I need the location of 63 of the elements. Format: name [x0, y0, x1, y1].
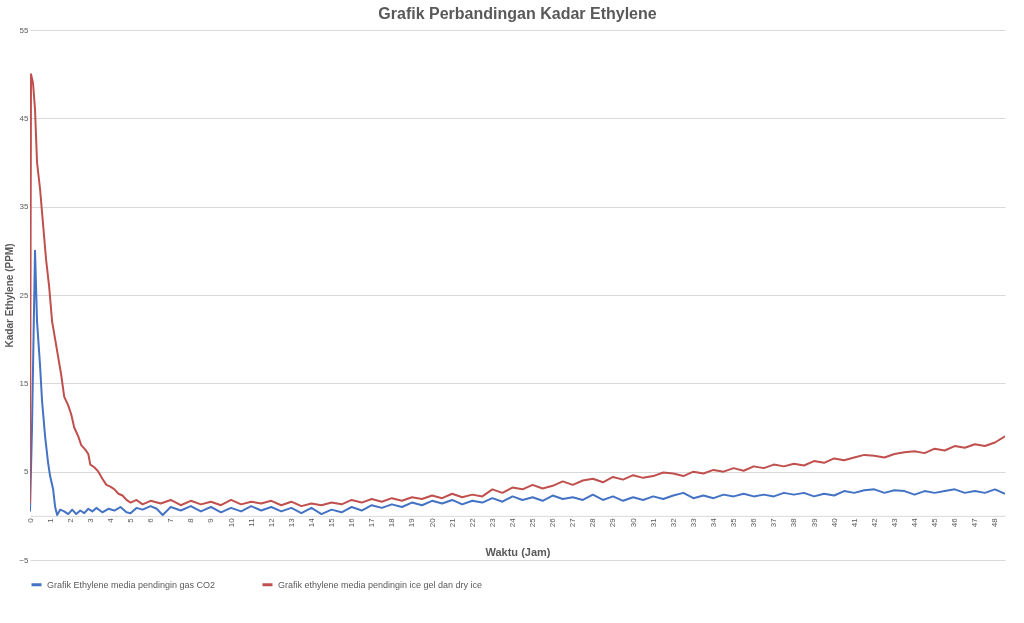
x-tick-label: 0 [25, 517, 35, 523]
line-series [30, 249, 1005, 516]
x-tick-label: 22 [467, 517, 477, 528]
x-tick-label: 21 [447, 517, 457, 528]
x-tick-label: 24 [507, 517, 517, 528]
x-tick-label: 48 [990, 517, 1000, 528]
x-tick-label: 19 [407, 517, 417, 528]
x-tick-label: 23 [487, 517, 497, 528]
x-tick-label: 33 [688, 517, 698, 528]
x-tick-label: 28 [588, 517, 598, 528]
x-tick-label: 38 [789, 517, 799, 528]
y-tick-label: 5 [24, 467, 30, 477]
legend-label: Grafik Ethylene media pendingin gas CO2 [47, 579, 216, 590]
x-tick-label: 14 [306, 517, 316, 528]
y-tick-label: 55 [19, 25, 30, 35]
x-tick-label: 25 [528, 517, 538, 528]
x-tick-label: 5 [126, 517, 136, 523]
x-tick-label: 32 [668, 517, 678, 528]
y-tick-label: 35 [19, 202, 30, 212]
x-tick-label: 36 [749, 517, 759, 528]
x-tick-label: 26 [548, 517, 558, 528]
x-tick-label: 41 [849, 517, 859, 528]
x-tick-label: 47 [970, 517, 980, 528]
x-tick-label: 42 [869, 517, 879, 528]
x-tick-label: 44 [910, 517, 920, 528]
x-tick-label: 4 [105, 517, 115, 523]
x-tick-label: 13 [286, 517, 296, 528]
x-tick-label: 12 [266, 517, 276, 528]
x-tick-label: 31 [648, 517, 658, 528]
x-tick-label: 6 [146, 517, 156, 523]
x-tick-label: 30 [628, 517, 638, 528]
x-tick-label: 2 [65, 517, 75, 523]
x-tick-label: 39 [809, 517, 819, 528]
x-tick-label: 11 [246, 517, 256, 527]
x-tick-label: 45 [930, 517, 940, 528]
x-tick-label: 17 [367, 517, 377, 528]
x-tick-label: 40 [829, 517, 839, 528]
x-tick-label: 20 [427, 517, 437, 528]
x-tick-label: 46 [950, 517, 960, 528]
line-series [30, 73, 1005, 508]
x-tick-label: 34 [709, 517, 719, 528]
x-tick-label: 8 [186, 517, 196, 523]
x-tick-label: 43 [889, 517, 899, 528]
x-tick-label: 37 [769, 517, 779, 528]
x-tick-label: 35 [729, 517, 739, 528]
x-tick-label: 18 [387, 517, 397, 528]
x-tick-label: 16 [347, 517, 357, 528]
x-axis-title: Waktu (Jam) [485, 546, 551, 559]
y-tick-label: 25 [19, 290, 30, 300]
x-tick-label: 3 [85, 517, 95, 523]
y-tick-label: 15 [19, 378, 30, 388]
x-tick-label: 10 [226, 517, 236, 528]
x-tick-label: 27 [568, 517, 578, 528]
legend-label: Grafik ethylene media pendingin ice gel dan dry ice [278, 579, 483, 590]
x-tick-label: 29 [608, 517, 618, 528]
y-tick-label: −5 [19, 555, 30, 565]
x-tick-label: 7 [166, 517, 176, 523]
y-axis-title: Kadar Ethylene (PPM) [4, 243, 16, 348]
x-tick-label: 9 [206, 517, 216, 523]
x-tick-label: 1 [45, 517, 55, 523]
chart-title: Grafik Perbandingan Kadar Ethylene [378, 5, 657, 22]
y-tick-label: 45 [19, 113, 30, 123]
x-tick-label: 15 [327, 517, 337, 528]
